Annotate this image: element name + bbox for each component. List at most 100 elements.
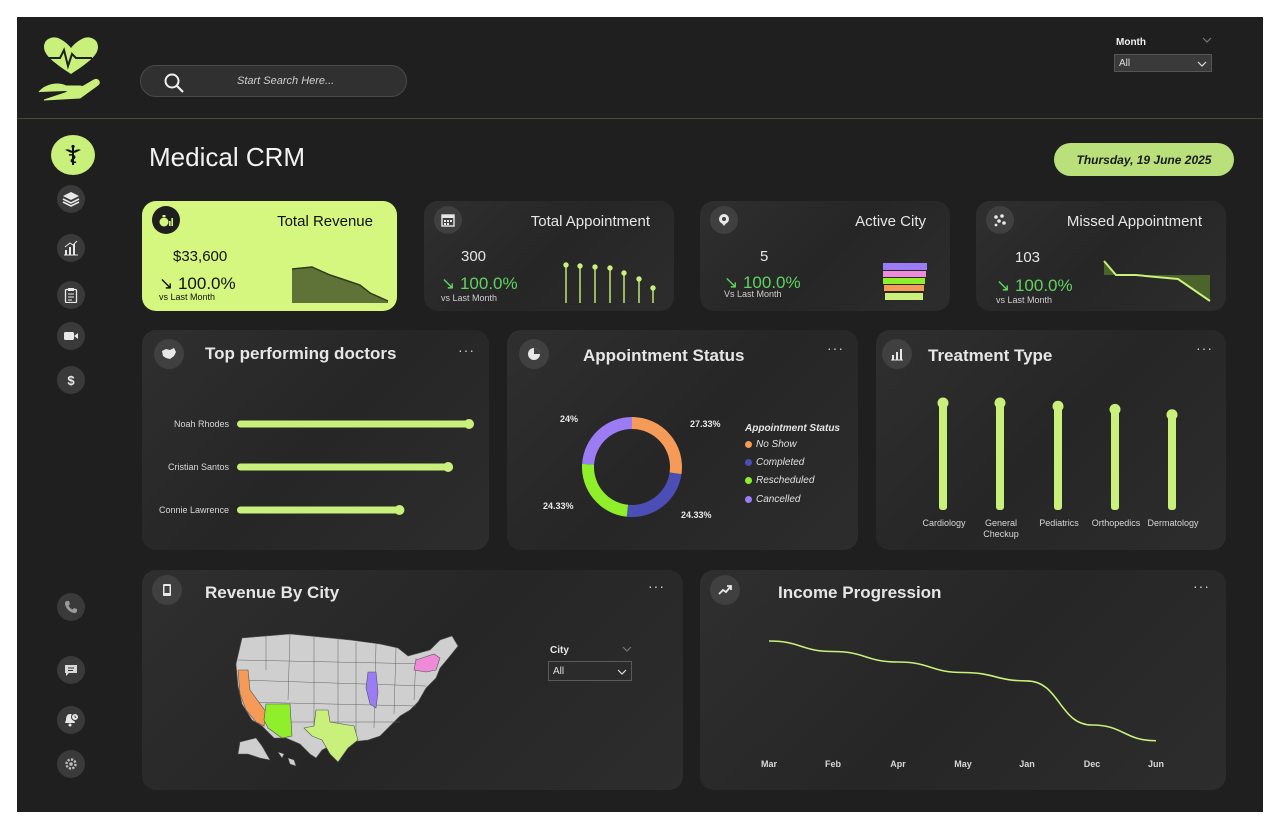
treatment-label: Cardiology [922,518,966,528]
treatment-label: Pediatrics [1039,518,1079,528]
status-donut-chart [582,417,682,517]
kpi-card-total-revenue[interactable]: Total Revenue $33,600 ↘ 100.0% vs Last M… [142,201,397,311]
legend-dot [745,441,752,448]
pie-icon [519,339,549,369]
kpi-subtitle: vs Last Month [441,293,498,303]
more-options-icon[interactable]: ··· [648,578,665,594]
kpi-subtitle: Vs Last Month [724,289,782,299]
city-filter-label: City [550,645,569,656]
date-badge: Thursday, 19 June 2025 [1054,143,1234,176]
treatment-bar [996,403,1004,510]
doctor-bar [237,463,449,471]
city-stacked-bar [883,263,927,300]
donut-slice [632,417,682,475]
treatment-bar [1168,414,1176,510]
donut-label-no-show: 27.33% [690,419,721,429]
panel-top-doctors: Top performing doctors ··· Noah Rhodes C… [142,330,489,550]
phone-icon [152,575,182,605]
sidebar-item-home[interactable] [51,135,95,175]
treatment-bar-cap [937,397,949,409]
panel-title: Revenue By City [205,583,340,602]
search-placeholder: Start Search Here... [237,75,335,87]
treatment-bar [1111,409,1119,510]
clipboard-icon [64,288,78,303]
x-axis-label: Feb [824,759,841,769]
x-axis-label: Mar [760,759,777,769]
search-icon [164,73,184,93]
panel-title: Treatment Type [928,346,1053,365]
search-bar[interactable]: Start Search Here... [140,65,407,97]
more-options-icon[interactable]: ··· [458,342,475,358]
header-divider [17,118,1263,119]
dollar-icon: $ [67,372,75,388]
kpi-change: ↘ 100.0% [996,276,1073,295]
sidebar-item-notifications[interactable] [57,706,85,734]
kpi-card-active-city[interactable]: Active City 5 ↘ 100.0% Vs Last Month [700,201,950,311]
legend-dot [745,459,752,466]
panel-title: Income Progression [778,583,942,602]
income-line [768,640,1157,742]
city-select[interactable]: All [548,661,632,681]
month-select-value: All [1119,58,1131,69]
legend-label: Completed [756,457,805,468]
kpi-title: Total Appointment [530,213,650,230]
donut-label-cancelled: 24% [560,414,579,424]
chevron-down-icon[interactable] [1202,35,1212,45]
more-options-icon[interactable]: ··· [1196,340,1213,356]
kpi-title: Missed Appointment [1066,213,1202,230]
chevron-down-icon[interactable] [622,644,632,654]
treatment-bar-cap [994,397,1006,409]
doctor-bar-cap [464,419,474,429]
us-map [235,633,459,767]
treatment-bar [1054,406,1062,510]
sidebar-item-phone[interactable] [57,593,85,621]
caduceus-icon [65,144,81,165]
sidebar-item-records[interactable] [57,281,85,309]
kpi-value: 5 [760,248,769,265]
x-axis-label: Apr [890,759,906,769]
legend-item-cancelled: Cancelled [745,494,800,505]
legend-label: Cancelled [756,494,801,505]
doctor-name: Cristian Santos [167,462,229,472]
sidebar-item-chat[interactable] [57,656,85,684]
trend-up-icon [710,575,740,605]
kpi-change: ↘ 100.0% [441,274,518,293]
chevron-down-icon [617,669,627,675]
missed-sparkline [1103,260,1211,302]
treatment-bar-cap [1052,400,1064,412]
kpi-card-total-appointment[interactable]: Total Appointment 300 ↘ 100.0% vs Last M… [424,201,674,311]
kpi-title: Total Revenue [277,213,373,230]
sidebar-item-billing[interactable]: $ [57,366,85,394]
sidebar-item-analytics[interactable] [57,234,85,262]
panel-title: Top performing doctors [205,344,397,363]
legend-item-rescheduled: Rescheduled [745,475,814,486]
chart-icon [882,339,912,369]
treatment-label: Orthopedics [1091,518,1141,528]
panel-treatment-type: Treatment Type ··· Cardiology General Ch… [876,330,1226,550]
treatment-bar-cap [1109,403,1121,415]
location-pin-icon [710,206,738,234]
doctor-bar [237,506,400,514]
legend-dot [745,477,752,484]
x-axis-label: Jun [1147,759,1164,769]
sidebar-item-layers[interactable] [57,185,85,213]
kpi-card-missed-appointment[interactable]: Missed Appointment 103 ↘ 100.0% vs Last … [976,201,1226,311]
treatment-bar [939,403,947,510]
more-options-icon[interactable]: ··· [1193,578,1210,594]
panel-revenue-by-city: Revenue By City ··· City All [142,570,683,790]
legend-title: Appointment Status [745,423,840,434]
sidebar-item-video[interactable] [57,322,85,350]
doctor-bar-cap [394,505,405,515]
treatment-bar-chart [937,397,1178,510]
month-select[interactable]: All [1114,54,1212,72]
x-axis-label: May [954,759,972,769]
kpi-value: 300 [461,248,487,265]
appointment-lollipop-chart [563,262,656,303]
donut-slice [582,463,629,517]
panel-title: Appointment Status [583,346,745,365]
more-options-icon[interactable]: ··· [827,340,844,356]
sidebar-item-settings[interactable] [57,750,85,778]
money-bag-icon [152,206,180,234]
legend-label: Rescheduled [756,475,815,486]
layers-icon [62,192,80,207]
